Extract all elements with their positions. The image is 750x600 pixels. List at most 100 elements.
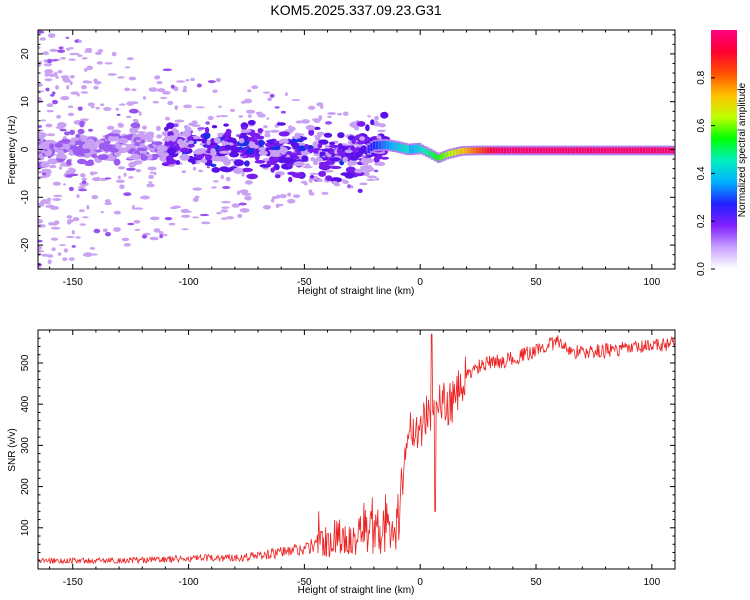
spectrogram-noise-blob (271, 196, 278, 200)
spectrogram-cluster-blob (77, 158, 87, 165)
spectrogram-cluster-blob (70, 137, 80, 141)
spectrogram-cluster-blob (317, 143, 323, 149)
spectrogram-cluster-blob (156, 145, 168, 152)
spectrogram-noise-blob (38, 82, 43, 87)
spectrogram-cluster-blob (348, 159, 358, 166)
spectrogram-cluster-blob (194, 138, 204, 142)
spectrogram-x-axis-label: Height of straight line (km) (298, 286, 415, 297)
spectrogram-ridge-cell (395, 142, 399, 151)
spectrogram-cluster-blob (337, 152, 346, 156)
spectrogram-cluster-blob (310, 156, 315, 162)
spectrogram-y-ticks: 20 10 0 -10 -20 (20, 34, 675, 265)
spectrogram-cluster-blob (49, 143, 55, 150)
spectrogram-noise-blob (49, 48, 58, 53)
snr-frame (37, 329, 676, 570)
spectrogram-ridge-cell (375, 141, 380, 150)
spectrogram-marks (38, 30, 675, 269)
spectrogram-noise-blob (38, 30, 45, 34)
spectrogram-noise-blob (327, 115, 332, 118)
spectrogram-noise-blob (81, 85, 87, 90)
spectrogram-noise-blob (216, 211, 222, 215)
spectrogram-noise-blob (71, 245, 76, 248)
x-tick-label: 50 (530, 277, 542, 288)
spectrogram-cluster-blob (210, 148, 216, 155)
spectrogram-ridge-cell (553, 147, 558, 154)
x-tick-label: -50 (297, 277, 312, 288)
colorbar-tick-label: 0.8 (696, 70, 707, 84)
spectrogram-cluster-blob (202, 132, 211, 140)
spectrogram-noise-blob (288, 125, 293, 130)
spectrogram-ridge-cell (531, 147, 536, 154)
spectrogram-noise-blob (366, 178, 376, 181)
spectrogram-cluster-blob (351, 139, 357, 144)
spectrogram-noise-blob (52, 181, 62, 186)
spectrogram-noise-blob (159, 96, 168, 100)
spectrogram-noise-blob (63, 183, 67, 186)
spectrogram-noise-blob (38, 46, 41, 50)
spectrogram-cluster-blob (60, 138, 72, 144)
spectrogram-noise-blob (197, 127, 206, 130)
y-tick-label: -20 (20, 237, 31, 252)
spectrogram-cluster-blob (187, 140, 194, 145)
spectrogram-noise-blob (237, 190, 240, 196)
spectrogram-ridge-cell (489, 147, 494, 154)
spectrogram-noise-blob (319, 104, 324, 110)
x-tick-label: 0 (417, 577, 423, 588)
spectrogram-noise-blob (41, 168, 52, 172)
spectrogram-noise-blob (82, 80, 90, 83)
spectrogram-noise-blob (185, 79, 190, 82)
spectrogram-noise-blob (153, 171, 157, 176)
spectrogram-noise-blob (46, 133, 56, 137)
spectrogram-ridge-cell (445, 151, 449, 158)
spectrogram-noise-blob (81, 216, 89, 219)
spectrogram-noise-blob (192, 197, 199, 202)
spectrogram-cluster-blob (210, 163, 217, 167)
colorbar-tick-label: 0.0 (696, 262, 707, 276)
snr-marks (38, 333, 675, 566)
spectrogram-noise-blob (199, 213, 210, 217)
spectrogram-noise-blob (121, 237, 130, 242)
spectrogram-cluster-blob (109, 133, 121, 137)
spectrogram-ridge-cell (523, 147, 527, 154)
spectrogram-noise-blob (78, 209, 85, 213)
spectrogram-ridge-cell (595, 147, 599, 154)
spectrogram-noise-blob (222, 186, 231, 189)
spectrogram-ridge-cell (564, 147, 569, 154)
snr-series-line (38, 333, 675, 566)
spectrogram-cluster-blob (117, 137, 129, 144)
spectrogram-noise-blob (159, 234, 164, 239)
spectrogram-cluster-blob (329, 141, 336, 146)
spectrogram-noise-blob (119, 184, 125, 189)
spectrogram-noise-blob (39, 37, 46, 41)
spectrogram-ridge-cell (642, 147, 647, 154)
spectrogram-noise-blob (104, 199, 111, 203)
spectrogram-noise-blob (174, 105, 179, 111)
spectrogram-cluster-blob (308, 129, 315, 136)
spectrogram-noise-blob (181, 170, 187, 174)
spectrogram-noise-blob (68, 186, 74, 192)
spectrogram-cluster-blob (321, 148, 331, 152)
spectrogram-noise-blob (135, 169, 142, 173)
spectrogram-ridge-cell (461, 147, 466, 154)
spectrogram-y-axis-label: Frequency (Hz) (7, 116, 18, 185)
spectrogram-ridge-cell (520, 147, 524, 154)
spectrogram-noise-blob (175, 80, 186, 83)
spectrogram-cluster-blob (219, 150, 230, 154)
x-tick-label: 100 (643, 577, 660, 588)
spectrogram-cluster-blob (79, 120, 85, 128)
spectrogram-noise-blob (47, 259, 52, 265)
spectrogram-cluster-blob (291, 172, 304, 178)
spectrogram-ridge-cell (670, 147, 675, 154)
spectrogram-noise-blob (238, 202, 247, 206)
spectrogram-noise-blob (324, 121, 333, 125)
spectrogram-noise-blob (150, 216, 160, 221)
spectrogram-noise-blob (111, 51, 117, 57)
spectrogram-noise-blob (67, 112, 75, 117)
spectrogram-noise-blob (206, 166, 210, 169)
spectrogram-noise-blob (162, 68, 172, 72)
spectrogram-noise-blob (49, 164, 57, 169)
spectrogram-ridge-cell (631, 147, 636, 154)
spectrogram-noise-blob (128, 176, 134, 179)
spectrogram-noise-blob (198, 169, 204, 173)
spectrogram-ridge-cell (392, 142, 397, 151)
